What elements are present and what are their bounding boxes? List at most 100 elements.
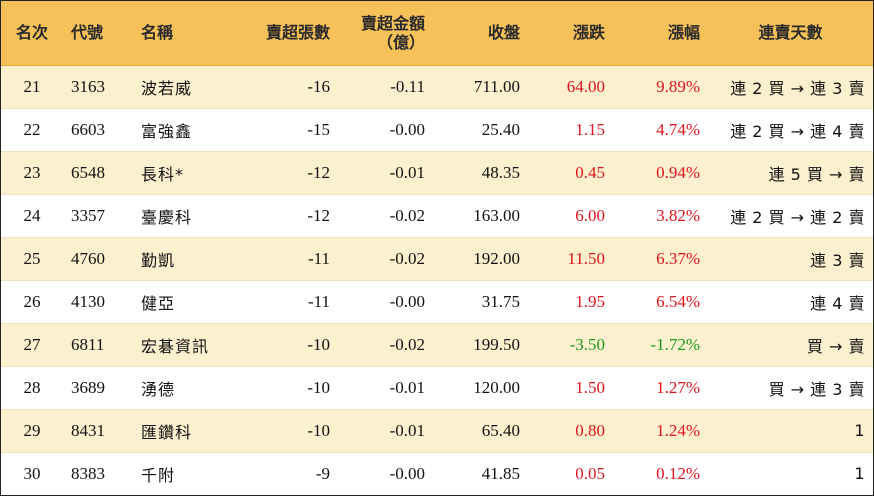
header-oversold-amount-line2: （億）	[376, 32, 425, 52]
close-cell: 192.00	[433, 237, 528, 281]
table-row[interactable]: 23 6548 長科* -12 -0.01 48.35 0.45 0.94% 連…	[1, 151, 873, 195]
streak-cell: 1	[708, 409, 873, 453]
rank-cell: 25	[1, 237, 63, 281]
header-streak[interactable]: 連賣天數	[708, 1, 873, 66]
code-cell: 3357	[63, 194, 133, 238]
name-cell: 勤凱	[133, 237, 248, 281]
rank-cell: 21	[1, 65, 63, 109]
header-oversold-lots[interactable]: 賣超張數	[248, 1, 338, 66]
code-cell: 3163	[63, 65, 133, 109]
code-cell: 4130	[63, 280, 133, 324]
name-cell: 臺慶科	[133, 194, 248, 238]
code-cell: 3689	[63, 366, 133, 410]
header-close[interactable]: 收盤	[433, 1, 528, 66]
code-cell: 8431	[63, 409, 133, 453]
close-cell: 48.35	[433, 151, 528, 195]
streak-cell: 連 4 賣	[708, 280, 873, 324]
amount-cell: -0.00	[338, 280, 433, 324]
code-cell: 6548	[63, 151, 133, 195]
rank-cell: 30	[23, 463, 41, 483]
streak-cell: 買 → 賣	[708, 323, 873, 367]
change-cell: -3.50	[528, 323, 613, 367]
name-cell: 健亞	[133, 280, 248, 324]
change-cell: 0.80	[528, 409, 613, 453]
change-cell: 11.50	[528, 237, 613, 281]
header-code[interactable]: 代號	[63, 1, 133, 66]
lots-cell: -16	[248, 65, 338, 109]
rank-cell: 22	[1, 108, 63, 152]
streak-cell: 連 2 買 → 連 3 賣	[708, 65, 873, 109]
close-cell: 163.00	[433, 194, 528, 238]
table-row[interactable]: 22 6603 富強鑫 -15 -0.00 25.40 1.15 4.74% 連…	[1, 108, 873, 152]
change-cell: 1.95	[528, 280, 613, 324]
table-row[interactable]: 28 3689 湧德 -10 -0.01 120.00 1.50 1.27% 買…	[1, 366, 873, 410]
change-cell: 6.00	[528, 194, 613, 238]
streak-cell: 買 → 連 3 賣	[708, 366, 873, 410]
lots-cell: -15	[248, 108, 338, 152]
amount-cell: -0.02	[338, 323, 433, 367]
change-pct-cell: 3.82%	[613, 194, 708, 238]
table-row[interactable]: 27 6811 宏碁資訊 -10 -0.02 199.50 -3.50 -1.7…	[1, 323, 873, 367]
rank-cell: 28	[1, 366, 63, 410]
streak-cell: 1	[854, 464, 865, 484]
header-name[interactable]: 名稱	[133, 1, 248, 66]
table-row[interactable]: 26 4130 健亞 -11 -0.00 31.75 1.95 6.54% 連 …	[1, 280, 873, 324]
change-pct-cell: 1.27%	[613, 366, 708, 410]
header-oversold-amount[interactable]: 賣超金額 （億）	[338, 1, 433, 66]
close-cell: 41.85	[481, 463, 520, 483]
change-pct-cell: 6.54%	[613, 280, 708, 324]
header-change-pct[interactable]: 漲幅	[613, 1, 708, 66]
close-cell: 31.75	[433, 280, 528, 324]
close-cell: 199.50	[433, 323, 528, 367]
table-row[interactable]: 25 4760 勤凱 -11 -0.02 192.00 11.50 6.37% …	[1, 237, 873, 281]
streak-cell: 連 2 買 → 連 4 賣	[708, 108, 873, 152]
code-cell: 6603	[63, 108, 133, 152]
amount-cell: -0.02	[338, 237, 433, 281]
close-cell: 711.00	[433, 65, 528, 109]
code-cell: 4760	[63, 237, 133, 281]
header-rank[interactable]: 名次	[1, 1, 63, 66]
amount-cell: -0.01	[338, 366, 433, 410]
lots-cell: -10	[248, 409, 338, 453]
table-row[interactable]: 30 8383 千附 -9 -0.00 41.85 0.05 0.12% 1	[1, 452, 873, 495]
change-cell: 1.15	[528, 108, 613, 152]
lots-cell: -12	[248, 194, 338, 238]
table-row[interactable]: 21 3163 波若威 -16 -0.11 711.00 64.00 9.89%…	[1, 65, 873, 109]
amount-cell: -0.02	[338, 194, 433, 238]
amount-cell: -0.01	[338, 151, 433, 195]
lots-cell: -12	[248, 151, 338, 195]
lots-cell: -11	[248, 237, 338, 281]
change-cell: 0.05	[575, 463, 605, 483]
change-pct-cell: 0.12%	[656, 463, 700, 483]
name-cell: 波若威	[133, 65, 248, 109]
rank-cell: 24	[1, 194, 63, 238]
name-cell: 千附	[141, 465, 176, 485]
change-pct-cell: 4.74%	[613, 108, 708, 152]
change-cell: 64.00	[528, 65, 613, 109]
close-cell: 65.40	[433, 409, 528, 453]
name-cell: 湧德	[133, 366, 248, 410]
change-pct-cell: 0.94%	[613, 151, 708, 195]
rank-cell: 27	[1, 323, 63, 367]
amount-cell: -0.00	[338, 108, 433, 152]
lots-cell: -9	[315, 463, 330, 483]
header-change[interactable]: 漲跌	[528, 1, 613, 66]
streak-cell: 連 5 買 → 賣	[708, 151, 873, 195]
amount-cell: -0.01	[338, 409, 433, 453]
close-cell: 25.40	[433, 108, 528, 152]
code-cell: 8383	[71, 463, 105, 483]
rank-cell: 23	[1, 151, 63, 195]
header-oversold-amount-line1: 賣超金額	[360, 13, 425, 33]
streak-cell: 連 3 賣	[708, 237, 873, 281]
table-row[interactable]: 24 3357 臺慶科 -12 -0.02 163.00 6.00 3.82% …	[1, 194, 873, 238]
change-pct-cell: 6.37%	[613, 237, 708, 281]
streak-cell: 連 2 買 → 連 2 賣	[708, 194, 873, 238]
table-header-row: 名次 代號 名稱 賣超張數 賣超金額 （億） 收盤 漲跌 漲幅 連賣天數	[1, 1, 873, 66]
change-pct-cell: 9.89%	[613, 65, 708, 109]
table-row[interactable]: 29 8431 匯鑽科 -10 -0.01 65.40 0.80 1.24% 1	[1, 409, 873, 453]
lots-cell: -10	[248, 323, 338, 367]
lots-cell: -11	[248, 280, 338, 324]
name-cell: 長科*	[133, 151, 248, 195]
change-pct-cell: -1.72%	[613, 323, 708, 367]
